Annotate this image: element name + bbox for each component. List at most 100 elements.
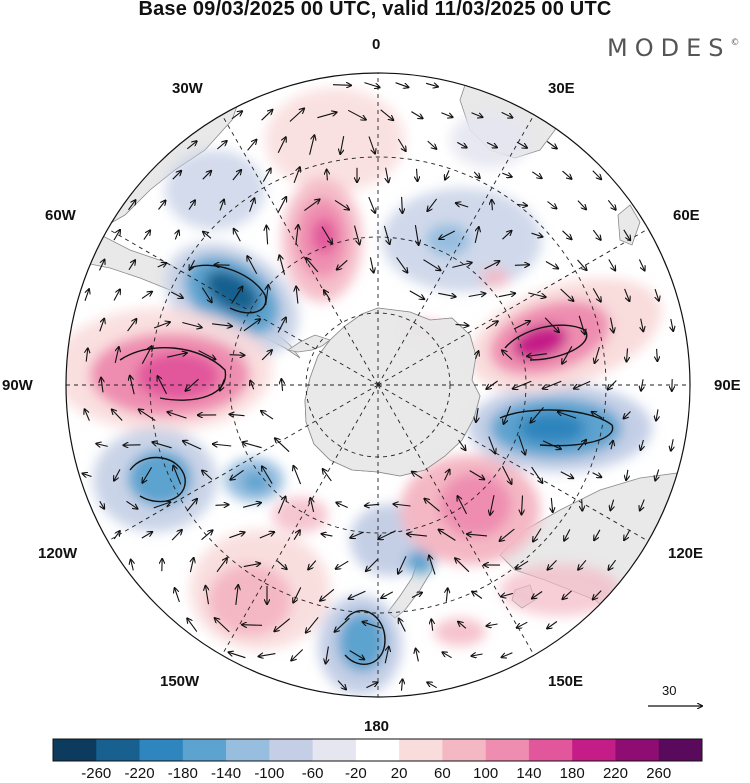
wind-vector-arrow	[332, 85, 351, 86]
colorbar-tick-label: 180	[559, 765, 585, 782]
wind-vector-arrow	[230, 469, 244, 479]
meridian-30w	[221, 114, 379, 386]
wind-vector-arrow	[608, 559, 617, 570]
wind-vector-arrow	[452, 263, 471, 268]
wind-vector-arrow	[231, 111, 242, 120]
wind-vector-arrow	[293, 530, 300, 540]
wind-vector-arrow	[592, 412, 603, 419]
wind-vector-arrow	[608, 380, 617, 390]
wind-vector-arrow	[624, 529, 631, 540]
wind-vector-arrow	[126, 500, 138, 508]
anomaly-neg-3-core	[242, 472, 270, 492]
wind-vector-arrow	[438, 292, 455, 296]
colorbar-segment	[53, 739, 97, 761]
wind-vector-arrow	[423, 259, 441, 271]
wind-vector-arrow	[322, 534, 333, 536]
wind-vector-arrow	[291, 649, 304, 661]
label-lon-120w: 120W	[38, 545, 78, 562]
wind-vector-arrow	[513, 321, 530, 330]
wind-vector-arrow	[486, 142, 497, 148]
wind-vector-arrow	[293, 167, 300, 183]
wind-vector-arrow	[427, 682, 437, 689]
wind-vector-arrow	[416, 649, 419, 662]
wind-vector-arrow	[229, 652, 246, 659]
wind-vector-arrow	[593, 590, 602, 600]
wind-vector-arrow	[378, 530, 396, 539]
wind-vector-arrow	[395, 82, 409, 88]
colorbar-segment	[442, 739, 487, 761]
wind-vector-arrow	[399, 619, 406, 632]
wind-vector-arrow	[655, 289, 659, 301]
wind-vector-arrow	[558, 412, 577, 419]
wind-vector-arrow	[274, 618, 291, 632]
wind-vector-arrow	[380, 109, 394, 120]
anomaly-pos-10	[481, 268, 509, 288]
wind-vector-arrow	[349, 650, 365, 660]
wind-vector-arrow	[157, 263, 167, 267]
reference-vector-label: 30	[662, 683, 677, 698]
wind-vector-arrow	[306, 258, 319, 273]
wind-vector-arrow	[472, 654, 483, 656]
wind-vector-arrow	[212, 324, 232, 326]
wind-vector-arrow	[232, 170, 241, 181]
label-lon-120e: 120E	[668, 545, 704, 562]
wind-vector-arrow	[231, 287, 243, 304]
wind-vector-arrow	[592, 229, 600, 240]
wind-vector-arrow	[366, 558, 379, 571]
wind-vector-arrow	[86, 348, 88, 362]
wind-vector-arrow	[141, 292, 152, 299]
wind-vector-arrow	[502, 350, 513, 361]
wind-vector-arrow	[488, 436, 495, 454]
wind-vector-arrow	[202, 171, 211, 180]
wind-vector-arrow	[608, 259, 615, 271]
colorbar-segment	[485, 739, 530, 761]
wind-vector-arrow	[468, 294, 486, 297]
wind-vector-arrow	[310, 498, 313, 513]
wind-vector-arrow	[365, 504, 380, 505]
wind-vector-arrow	[83, 474, 92, 477]
wind-vector-arrow	[574, 380, 591, 388]
wind-vector-arrow	[139, 409, 156, 422]
anomaly-neg-8	[450, 112, 530, 168]
wind-vector-arrow	[627, 348, 628, 361]
wind-vector-arrow	[337, 259, 348, 269]
wind-vector-arrow	[364, 82, 379, 88]
wind-vector-arrow	[336, 560, 349, 569]
wind-vector-arrow	[340, 135, 345, 154]
colorbar-segment	[139, 739, 184, 761]
wind-vector-arrow	[458, 496, 467, 515]
colorbar-tick-label: -20	[345, 765, 367, 782]
wind-vector-arrow	[458, 439, 466, 450]
wind-vector-arrow	[409, 290, 424, 299]
wind-vector-arrow	[577, 259, 587, 270]
wind-vector-arrow	[308, 560, 317, 570]
wind-vector-arrow	[158, 376, 167, 395]
wind-vector-arrow	[624, 411, 631, 419]
wind-vector-arrow	[114, 347, 119, 364]
anomaly-pos-5	[272, 497, 328, 533]
meridian-150e	[377, 384, 535, 656]
wind-vector-arrow	[259, 532, 274, 539]
madagascar-land	[617, 204, 641, 246]
wind-vector-arrow	[296, 287, 298, 304]
wind-vector-arrow	[592, 288, 601, 301]
wind-vector-arrow	[281, 379, 282, 391]
wind-vector-arrow	[641, 439, 644, 450]
wind-vector-arrow	[490, 495, 495, 515]
wind-vector-arrow	[153, 322, 170, 329]
wind-vector-arrow	[175, 588, 180, 603]
wind-vector-arrow	[386, 167, 389, 183]
colorbar-frame	[52, 738, 703, 762]
wind-vector-arrow	[531, 233, 543, 237]
wind-vector-arrow	[266, 226, 267, 245]
wind-vector-arrow	[363, 622, 382, 629]
wind-vector-arrow	[476, 351, 479, 360]
wind-vector-arrow	[546, 141, 557, 149]
contour-90e	[499, 409, 614, 447]
wind-vector-arrow	[455, 558, 470, 573]
wind-vector-arrow	[444, 470, 450, 481]
wind-vector-arrow	[293, 466, 302, 485]
wind-vector-arrow	[262, 466, 273, 484]
wind-vector-arrow	[279, 255, 286, 275]
wind-vector-arrow	[578, 559, 587, 569]
